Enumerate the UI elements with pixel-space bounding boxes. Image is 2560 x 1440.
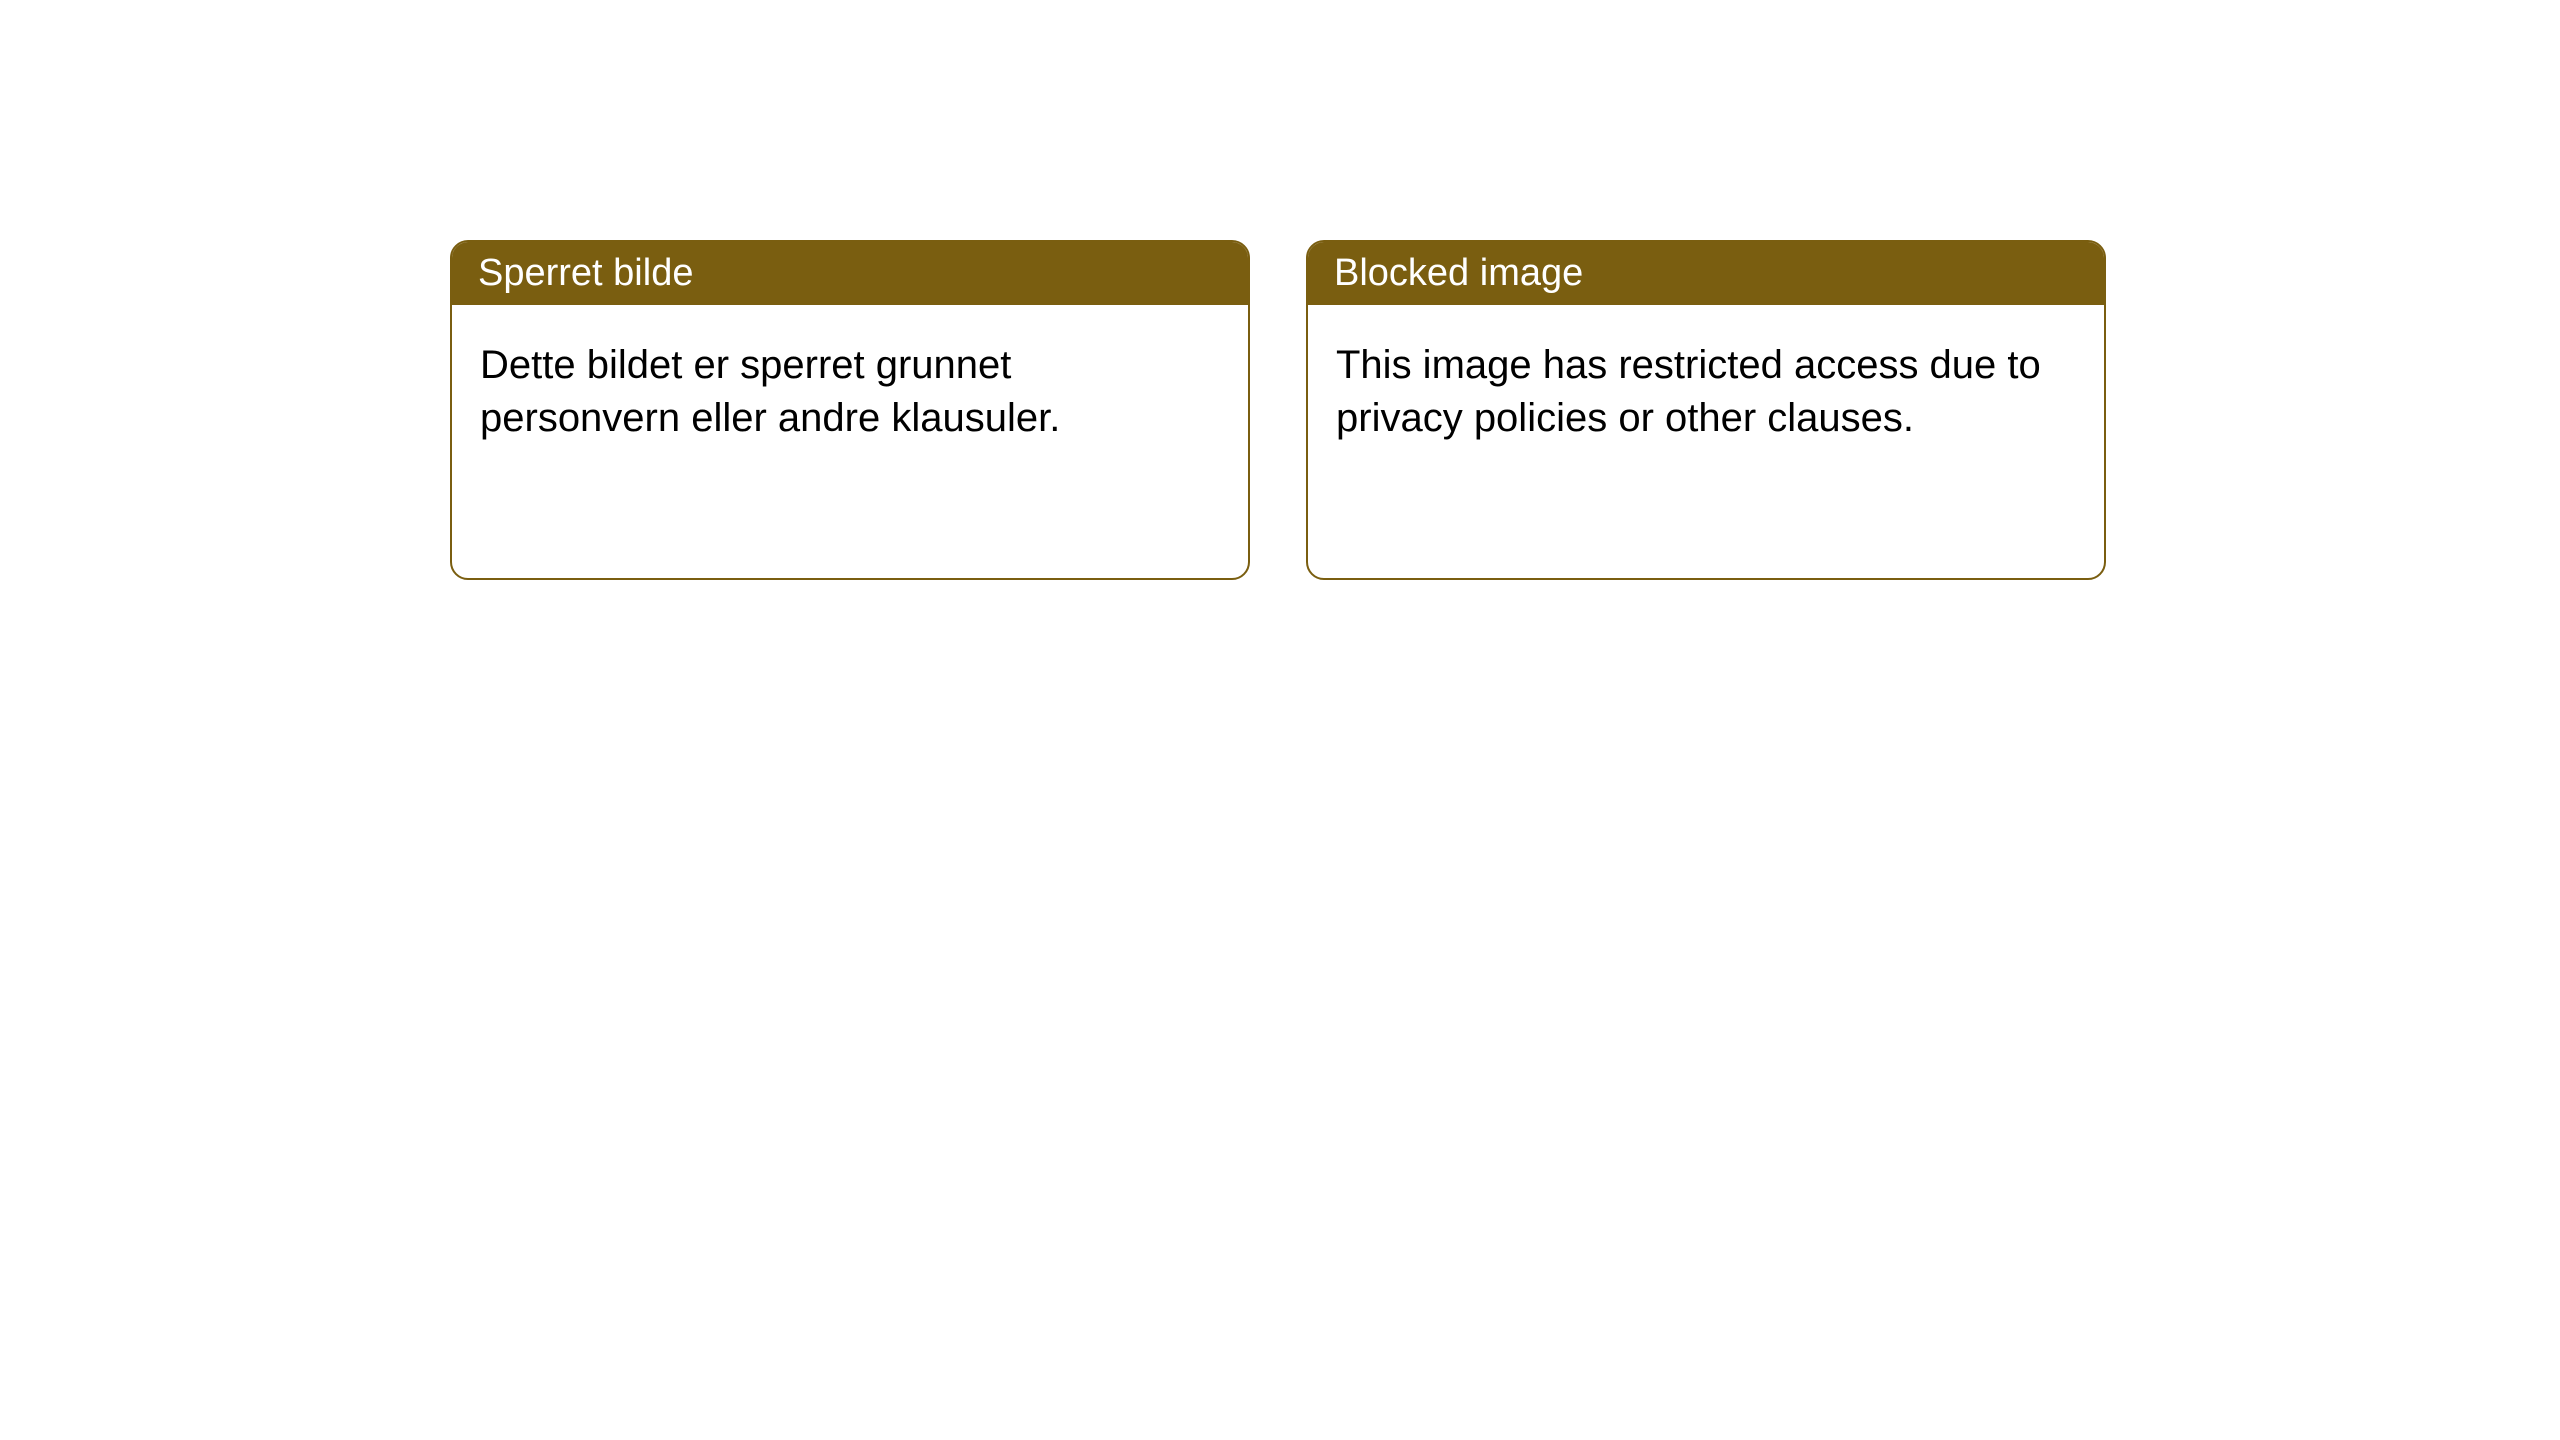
notice-container: Sperret bilde Dette bildet er sperret gr… — [0, 0, 2560, 580]
notice-body-text: Dette bildet er sperret grunnet personve… — [480, 343, 1060, 440]
notice-card-header: Sperret bilde — [452, 242, 1248, 305]
notice-card-body: This image has restricted access due to … — [1308, 305, 2104, 479]
notice-title: Blocked image — [1334, 252, 1583, 294]
notice-card-body: Dette bildet er sperret grunnet personve… — [452, 305, 1248, 479]
notice-body-text: This image has restricted access due to … — [1336, 343, 2041, 440]
notice-title: Sperret bilde — [478, 252, 693, 294]
notice-card-norwegian: Sperret bilde Dette bildet er sperret gr… — [450, 240, 1250, 580]
notice-card-english: Blocked image This image has restricted … — [1306, 240, 2106, 580]
notice-card-header: Blocked image — [1308, 242, 2104, 305]
